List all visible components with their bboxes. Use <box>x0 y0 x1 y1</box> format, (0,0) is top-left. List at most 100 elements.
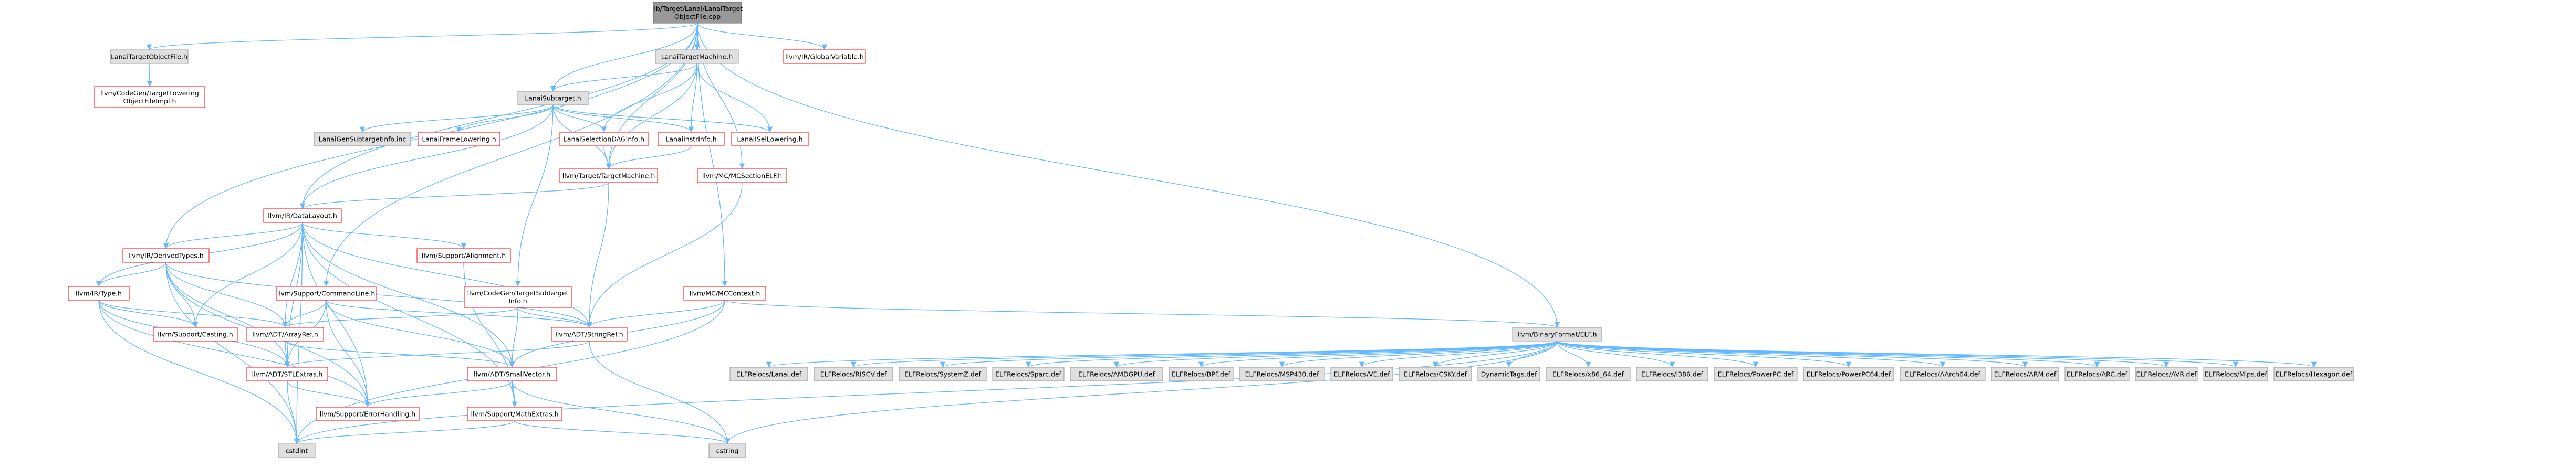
graph-node-r14[interactable]: ELFRelocs/PowerPC64.def <box>1803 367 1894 381</box>
node-box <box>416 248 511 263</box>
graph-node-r17[interactable]: ELFRelocs/ARC.def <box>2064 367 2130 381</box>
edge-sub-to-instr <box>552 104 694 133</box>
edge-elf-to-r6 <box>1198 341 1558 368</box>
node-label: llvm/IR/Type.h <box>76 290 122 297</box>
graph-node-cl[interactable]: llvm/Support/CommandLine.h <box>276 286 377 301</box>
node-label: llvm/Support/ErrorHandling.h <box>320 410 415 418</box>
graph-node-r8[interactable]: ELFRelocs/VE.def <box>1330 367 1393 381</box>
graph-node-root[interactable]: lib/Target/Lanai/LanaiTargetObjectFile.c… <box>652 2 743 24</box>
node-box <box>1330 367 1393 381</box>
graph-node-mcelf[interactable]: llvm/MC/MCSectionELF.h <box>697 168 787 183</box>
graph-node-r1[interactable]: ELFRelocs/Lanai.def <box>729 367 808 381</box>
graph-node-r15[interactable]: ELFRelocs/AArch64.def <box>1900 367 1986 381</box>
graph-node-r3[interactable]: ELFRelocs/SystemZ.def <box>899 367 987 381</box>
graph-node-sref[interactable]: llvm/ADT/StringRef.h <box>551 327 628 342</box>
edge-cl-to-sref <box>326 300 592 328</box>
graph-node-instr[interactable]: LanaiInstrInfo.h <box>658 132 725 146</box>
graph-node-frame[interactable]: LanaiFrameLowering.h <box>418 132 500 146</box>
graph-node-r16[interactable]: ELFRelocs/ARM.def <box>1991 367 2059 381</box>
edge-elf-to-r4 <box>1026 341 1558 368</box>
node-box <box>814 367 893 381</box>
graph-node-tof[interactable]: LanaiTargetObjectFile.h <box>110 49 189 64</box>
graph-node-r10[interactable]: DynamicTags.def <box>1477 367 1540 381</box>
node-label: llvm/BinaryFormat/ELF.h <box>1517 331 1597 338</box>
node-box <box>1991 367 2059 381</box>
edge-svec-to-math <box>512 380 518 408</box>
node-label: llvm/ADT/StringRef.h <box>555 331 623 338</box>
graph-node-cstdint[interactable]: cstdint <box>278 443 316 458</box>
graph-node-math[interactable]: llvm/Support/MathExtras.h <box>467 407 562 421</box>
graph-node-aref[interactable]: llvm/ADT/ArrayRef.h <box>246 327 324 342</box>
graph-node-gv[interactable]: llvm/IR/GlobalVariable.h <box>783 49 866 64</box>
graph-node-tm[interactable]: LanaiTargetMachine.h <box>655 49 739 64</box>
edge-elf-to-r17 <box>1557 341 2100 368</box>
graph-node-mcctx[interactable]: llvm/MC/MCContext.h <box>683 286 766 301</box>
graph-node-dl[interactable]: llvm/IR/DataLayout.h <box>263 208 342 223</box>
graph-node-r11[interactable]: ELFRelocs/x86_64.def <box>1546 367 1631 381</box>
graph-node-r18[interactable]: ELFRelocs/AVR.def <box>2135 367 2198 381</box>
graph-node-err[interactable]: llvm/Support/ErrorHandling.h <box>316 407 420 421</box>
node-box <box>2273 367 2354 381</box>
node-label: ELFRelocs/i386.def <box>1641 370 1704 378</box>
node-label: cstdint <box>286 447 308 455</box>
graph-node-type[interactable]: llvm/IR/Type.h <box>68 286 130 301</box>
graph-node-elf[interactable]: llvm/BinaryFormat/ELF.h <box>1512 327 1602 342</box>
node-box <box>246 367 328 381</box>
graph-node-r9[interactable]: ELFRelocs/CSKY.def <box>1399 367 1472 381</box>
node-label: llvm/CodeGen/TargetSubtarget <box>467 289 569 297</box>
edge-elf-to-r13 <box>1557 341 1759 368</box>
edge-dt-to-aref <box>165 262 288 328</box>
edge-svec-to-err <box>364 380 513 408</box>
graph-node-dt[interactable]: llvm/IR/DerivedTypes.h <box>122 248 210 263</box>
graph-node-align[interactable]: llvm/Support/Alignment.h <box>416 248 511 263</box>
node-layer: lib/Target/Lanai/LanaiTargetObjectFile.c… <box>68 2 2354 458</box>
graph-node-r4[interactable]: ELFRelocs/Sparc.def <box>992 367 1065 381</box>
graph-node-gensub[interactable]: LanaiGenSubtargetInfo.inc <box>314 132 411 146</box>
graph-node-isel[interactable]: LanaiISelLowering.h <box>731 132 809 146</box>
graph-node-r12[interactable]: ELFRelocs/i386.def <box>1636 367 1708 381</box>
node-box <box>683 286 766 301</box>
graph-node-ttm[interactable]: llvm/Target/TargetMachine.h <box>559 168 658 183</box>
node-box <box>551 327 628 342</box>
edge-math-to-cstdint <box>294 420 515 444</box>
edge-tm-to-ttm <box>606 63 697 169</box>
edge-cgtsi-to-sref <box>517 307 592 328</box>
graph-node-svec[interactable]: llvm/ADT/SmallVector.h <box>467 367 557 381</box>
edge-dl-to-sref <box>302 222 592 328</box>
graph-node-r7[interactable]: ELFRelocs/MSP430.def <box>1239 367 1325 381</box>
edge-mcelf-to-sref <box>586 182 743 328</box>
node-box <box>1239 367 1325 381</box>
node-label: llvm/IR/DerivedTypes.h <box>128 252 203 260</box>
node-box <box>517 91 589 105</box>
edge-dt-to-type <box>96 262 166 287</box>
graph-node-r13[interactable]: ELFRelocs/PowerPC.def <box>1714 367 1798 381</box>
graph-node-r19[interactable]: ELFRelocs/Mips.def <box>2203 367 2268 381</box>
node-box <box>559 168 658 183</box>
graph-node-cgtlo[interactable]: llvm/CodeGen/TargetLoweringObjectFileImp… <box>94 86 205 108</box>
graph-node-seldag[interactable]: LanaiSelectionDAGInfo.h <box>559 132 649 146</box>
graph-node-r2[interactable]: ELFRelocs/RISCV.def <box>814 367 893 381</box>
node-box <box>1512 327 1602 342</box>
edge-elf-to-r8 <box>1359 341 1558 368</box>
edge-elf-to-r7 <box>1279 341 1558 368</box>
edge-dl-to-svec <box>302 222 515 368</box>
graph-node-sub[interactable]: LanaiSubtarget.h <box>517 91 589 105</box>
edge-elf-to-cstring <box>724 341 1558 444</box>
graph-node-r5[interactable]: ELFRelocs/AMDGPU.def <box>1070 367 1163 381</box>
node-label: llvm/MC/MCContext.h <box>690 290 760 297</box>
graph-node-stl[interactable]: llvm/ADT/STLExtras.h <box>246 367 328 381</box>
node-label: llvm/Support/MathExtras.h <box>471 410 558 418</box>
edge-elf-to-r20 <box>1557 341 2317 368</box>
node-box <box>278 443 316 458</box>
node-box <box>2203 367 2268 381</box>
node-box <box>467 407 562 421</box>
edge-tm-to-instr <box>688 63 697 133</box>
graph-node-r20[interactable]: ELFRelocs/Hexagon.def <box>2273 367 2354 381</box>
node-label: ELFRelocs/CSKY.def <box>1404 370 1467 378</box>
graph-node-r6[interactable]: ELFRelocs/BPF.def <box>1169 367 1234 381</box>
edge-cl-to-svec <box>326 300 515 368</box>
graph-node-cast[interactable]: llvm/Support/Casting.h <box>153 327 238 342</box>
graph-node-cstring[interactable]: cstring <box>708 443 746 458</box>
